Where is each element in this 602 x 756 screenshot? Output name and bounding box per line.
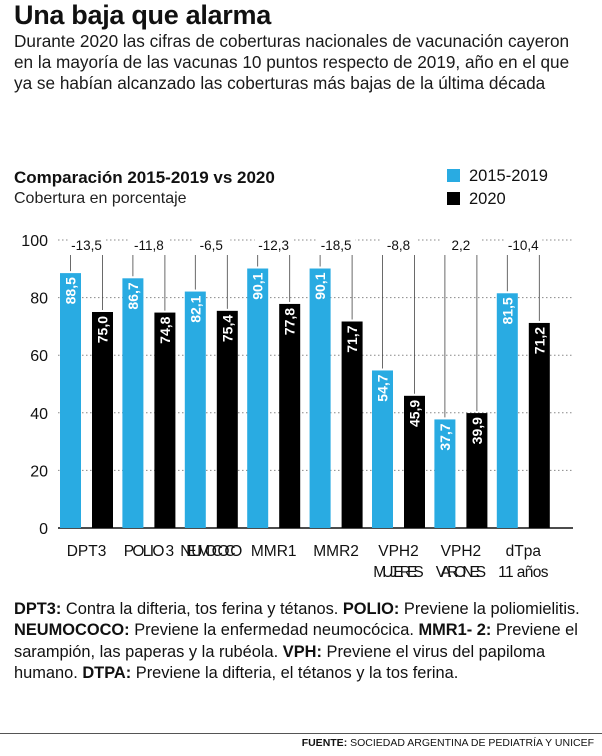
y-tick-label: 40: [30, 406, 48, 423]
glossary-term: DPT3:: [14, 600, 62, 618]
x-category-label: 11 años: [498, 564, 549, 581]
bar-2015-2019: [496, 293, 518, 528]
glossary-term: VPH:: [282, 642, 322, 661]
data-label-2015-2019: 81,5: [499, 297, 515, 324]
footer-rule: [0, 733, 602, 734]
difference-label: -6,5: [200, 238, 223, 253]
glossary-description: Contra la difteria, tos ferina y tétanos…: [61, 600, 343, 618]
bar-2020: [528, 322, 550, 528]
bracket-label-bg: [67, 238, 106, 255]
glossary-description: Previene la difteria, el tétanos y la to…: [131, 663, 459, 682]
x-category-label: dTpa: [506, 543, 542, 560]
bar-2020: [466, 413, 488, 528]
y-tick-label: 20: [30, 463, 48, 480]
bar-2015-2019: [434, 419, 456, 528]
data-label-2020: 77,8: [282, 308, 298, 335]
y-tick-label: 80: [30, 291, 48, 308]
data-label-2020: 75,4: [219, 315, 235, 342]
data-label-2020: 39,9: [469, 417, 485, 444]
difference-label: -13,5: [71, 238, 102, 253]
y-tick-label: 100: [21, 233, 48, 250]
legend-item-2015-2019: 2015-2019: [447, 167, 548, 186]
difference-label: -11,8: [134, 238, 164, 253]
data-label-2015-2019: 90,1: [312, 272, 328, 299]
difference-label: -8,8: [387, 238, 410, 253]
bracket-label-bg: [441, 238, 480, 255]
x-category-label: VPH2: [378, 543, 419, 560]
bar-2015-2019: [184, 291, 206, 528]
glossary-description: Previene el virus del papiloma humano.: [14, 642, 546, 682]
data-label-2015-2019: 82,1: [187, 295, 203, 322]
bar-chart: 0 20 40 60 80 100 -13,5 88,5 75,0 DPT3 -11,8 86,7 74…: [21, 233, 573, 581]
data-label-2015-2019: 88,5: [63, 277, 79, 304]
glossary-term: MMR1- 2:: [418, 621, 492, 640]
glossary: DPT3: Contra la difteria, tos ferina y t…: [14, 599, 594, 684]
y-tick-label: 60: [30, 348, 48, 365]
x-category-label: VPH2: [441, 543, 482, 560]
difference-label: -10,4: [508, 238, 539, 253]
data-label-2015-2019: 90,1: [250, 272, 266, 299]
data-label-2020: 74,8: [157, 316, 173, 343]
bar-2015-2019: [247, 268, 269, 528]
bar-2015-2019: [309, 268, 331, 528]
bracket-label-bg: [129, 238, 168, 255]
data-label-2020: 45,9: [407, 400, 423, 427]
x-category-label: MUJERES: [373, 564, 423, 581]
source-text: SOCIEDAD ARGENTINA DE PEDIATRÍA Y UNICEF: [347, 737, 594, 749]
data-label-2020: 71,2: [531, 327, 547, 354]
bar-2020: [341, 321, 363, 528]
data-label-2015-2019: 54,7: [375, 374, 391, 401]
difference-label: 2,2: [452, 238, 471, 253]
x-category-label: POLIO 3: [124, 543, 174, 560]
glossary-description: Previene el sarampión, las paperas y la …: [14, 621, 578, 661]
bracket-label-bg: [504, 238, 543, 255]
bar-2020: [279, 303, 301, 528]
x-category-label: VARONES: [436, 564, 486, 581]
data-label-2020: 75,0: [95, 316, 111, 343]
x-category-label: NEUMOCOCO: [180, 543, 242, 560]
legend-swatch-2020: [447, 192, 460, 205]
source-credit: FUENTE: SOCIEDAD ARGENTINA DE PEDIATRÍA …: [302, 737, 594, 749]
bar-2015-2019: [122, 278, 144, 528]
glossary-term: DTPA:: [82, 663, 132, 682]
glossary-description: Previene la enfermedad neumocócica.: [129, 621, 419, 640]
legend-item-2020: 2020: [447, 190, 506, 209]
data-label-2020: 71,7: [344, 325, 360, 352]
x-category-label: DPT3: [67, 543, 107, 560]
bracket-label-bg: [192, 238, 231, 255]
chart-title: Comparación 2015-2019 vs 2020: [14, 168, 275, 187]
x-category-label: MMR1: [251, 543, 297, 560]
bar-2020: [404, 395, 425, 528]
y-tick-label: 0: [39, 521, 48, 538]
bar-2020: [92, 312, 113, 528]
bar-2020: [154, 312, 176, 528]
x-category-label: MMR2: [313, 543, 359, 560]
bracket-label-bg: [317, 238, 356, 255]
difference-label: -12,3: [258, 238, 289, 253]
glossary-term: POLIO:: [342, 600, 400, 618]
headline: Una baja que alarma: [14, 0, 271, 30]
difference-label: -18,5: [321, 238, 352, 253]
subhead: Durante 2020 las cifras de coberturas na…: [14, 31, 570, 93]
chart-subtitle: Cobertura en porcentaje: [14, 190, 187, 207]
glossary-term: NEUMOCOCO:: [14, 621, 130, 640]
bar-2015-2019: [60, 273, 81, 528]
legend-label-2015-2019: 2015-2019: [469, 167, 548, 185]
data-label-2015-2019: 86,7: [125, 282, 141, 309]
source-label: FUENTE:: [301, 737, 348, 749]
legend-label-2020: 2020: [469, 190, 506, 208]
bracket-label-bg: [254, 238, 293, 255]
bracket-label-bg: [379, 238, 418, 255]
glossary-description: Previene la poliomielitis.: [399, 600, 580, 618]
data-label-2015-2019: 37,7: [437, 423, 453, 450]
bar-2020: [216, 310, 238, 528]
bar-2015-2019: [372, 370, 393, 528]
legend-swatch-2015-2019: [447, 169, 460, 182]
